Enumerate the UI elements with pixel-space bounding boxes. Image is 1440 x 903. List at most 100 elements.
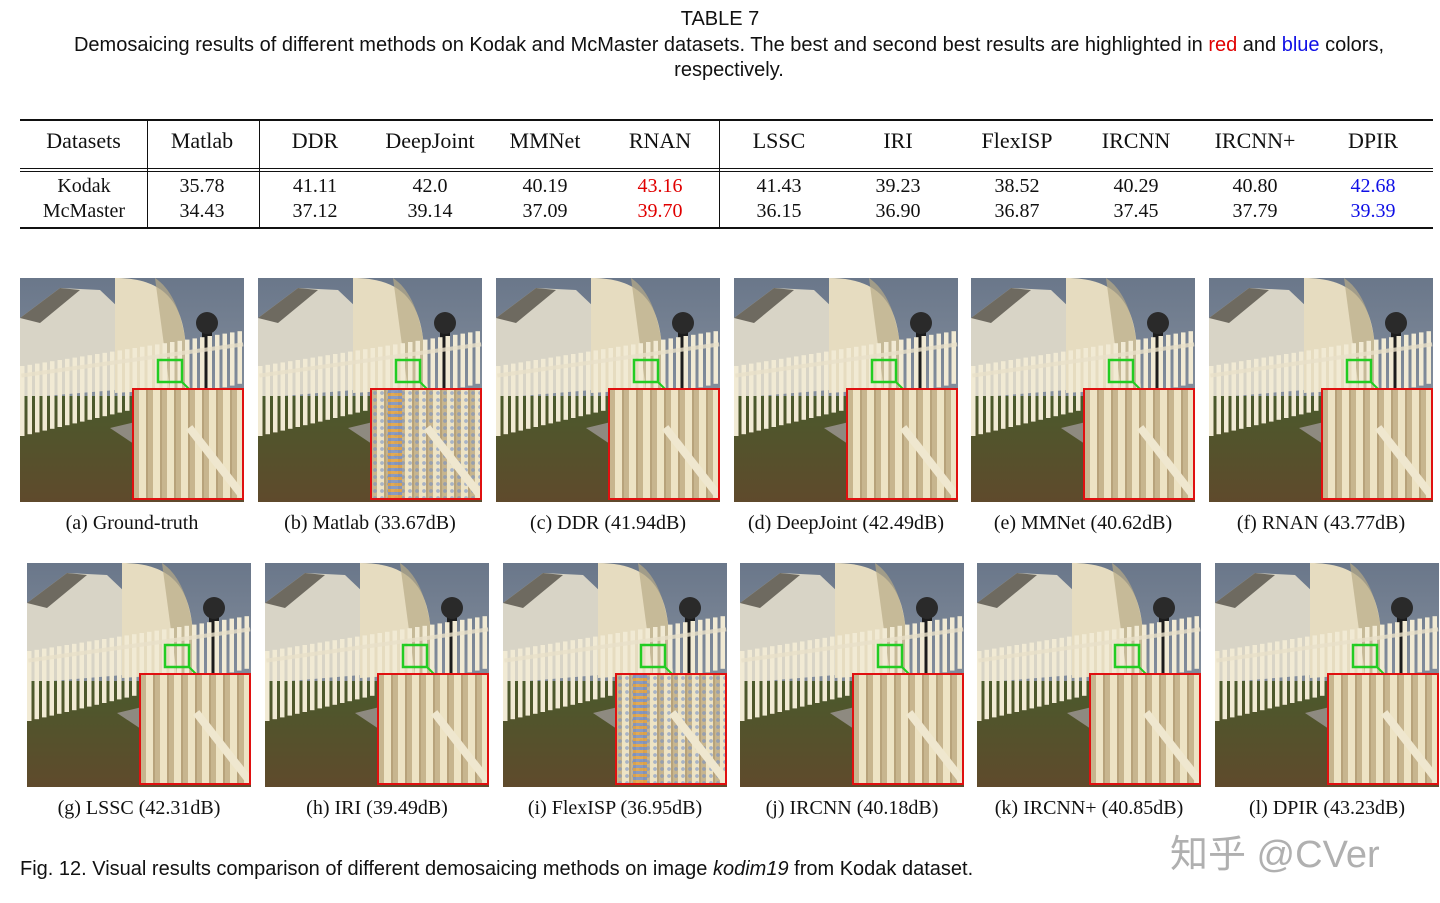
watermark: 知乎 @CVer [1170,834,1380,876]
table-column-rule [147,119,148,228]
zoom-diagonal-rail [669,710,725,783]
table-header-method: IRI [883,128,913,153]
table-header-rule [20,171,1433,172]
figure-caption-text: Fig. 12. Visual results comparison of di… [20,858,713,880]
zoom-diagonal-rail [424,425,480,498]
zoom-diagonal-rail [906,710,962,783]
zoom-inset [370,388,482,500]
zoom-diagonal-rail [193,710,249,783]
table-cell: 35.78 [179,175,225,197]
zoom-inset [615,673,727,785]
zoom-diagonal-rail [662,425,718,498]
panel-label: (c) DDR (41.94dB) [529,512,687,534]
table-cell: 41.11 [292,175,338,197]
table-title: TABLE 7 [680,8,760,30]
table-cell: 37.45 [1113,200,1159,222]
table-header-datasets: Datasets [46,128,121,153]
zoom-inset [846,388,958,500]
table-cell: 42.0 [412,175,448,197]
table-header-method: IRCNN [1101,128,1171,153]
result-image-panel [734,278,958,502]
zoom-inset [608,388,720,500]
table-cell: 37.12 [292,200,338,222]
result-image-panel [258,278,482,502]
zoom-diagonal-rail [900,425,956,498]
result-image-panel [971,278,1195,502]
panel-label: (j) IRCNN (40.18dB) [765,797,939,819]
panel-label: (f) RNAN (43.77dB) [1236,512,1406,534]
zoom-diagonal-rail [1143,710,1199,783]
table-cell: 36.15 [756,200,802,222]
table-bottom-rule [20,227,1433,229]
table-header-method: DDR [291,128,339,153]
table-column-rule [259,119,260,228]
table-cell: 42.68 [1350,175,1396,197]
table-cell: 40.29 [1113,175,1159,197]
table-cell: 39.70 [637,200,683,222]
table-cell: 36.87 [994,200,1040,222]
table-cell: 41.43 [756,175,802,197]
results-table: Datasets Matlab DDR DeepJoint MMNet RNAN LSSC… [20,119,1433,230]
table-column-rule [719,119,720,228]
zoom-diagonal-rail [186,425,242,498]
figure-caption: Fig. 12. Visual results comparison of di… [20,858,973,881]
table-caption: Demosaicing results of different methods… [30,33,1428,83]
zoom-inset [1083,388,1195,500]
zoom-diagonal-rail [1375,425,1431,498]
table-cell: 39.14 [407,200,453,222]
zoom-diagonal-rail [431,710,487,783]
zoom-diagonal-rail [1137,425,1193,498]
table-row-dataset: McMaster [42,200,126,222]
table-cell: 39.23 [875,175,921,197]
table-caption-blue-word: blue [1281,34,1320,56]
table-caption-text: Demosaicing results of different methods… [73,34,1209,56]
table-cell: 40.80 [1232,175,1278,197]
table-top-rule [20,119,1433,121]
panel-label: (h) IRI (39.49dB) [306,797,448,819]
result-image-panel [265,563,489,787]
table-header-rule [20,168,1433,169]
panel-label: (e) MMNet (40.62dB) [993,512,1173,534]
table-caption-text: and [1237,34,1282,56]
table-cell: 39.39 [1350,200,1396,222]
table-cell: 40.19 [522,175,568,197]
table-header-method: DPIR [1347,128,1399,153]
result-image-panel [496,278,720,502]
panel-label: (i) FlexISP (36.95dB) [527,797,703,819]
table-cell: 37.09 [522,200,568,222]
table-caption-text: colors, respectively. [674,34,1385,81]
color-artifact-band [388,390,402,498]
result-image-panel [27,563,251,787]
table-row-dataset: Kodak [57,175,111,197]
result-image-panel [1215,563,1439,787]
result-image-panel [740,563,964,787]
panel-label: (k) IRCNN+ (40.85dB) [994,797,1184,819]
table-cell: 38.52 [994,175,1040,197]
panel-label: (g) LSSC (42.31dB) [57,797,221,819]
table-caption-red-word: red [1208,34,1238,56]
zoom-inset [139,673,251,785]
zoom-inset [377,673,489,785]
table-cell: 34.43 [179,200,225,222]
color-artifact-band [633,675,647,783]
table-cell: 43.16 [637,175,683,197]
zoom-inset [1327,673,1439,785]
panel-label: (l) DPIR (43.23dB) [1248,797,1406,819]
panel-label: (d) DeepJoint (42.49dB) [747,512,945,534]
zoom-inset [132,388,244,500]
table-cell: 36.90 [875,200,921,222]
zoom-inset [1089,673,1201,785]
result-image-panel [1209,278,1433,502]
table-header-method: Matlab [170,128,234,153]
table-header-method: IRCNN+ [1214,128,1296,153]
table-header-method: FlexISP [981,128,1053,153]
result-image-panel [20,278,244,502]
table-header-method: DeepJoint [385,128,475,153]
figure-caption-image-name: kodim19 [712,858,789,880]
table-header-method: RNAN [628,128,692,153]
result-image-panel [503,563,727,787]
result-image-panel [977,563,1201,787]
zoom-diagonal-rail [1381,710,1437,783]
zoom-inset [1321,388,1433,500]
table-header-method: LSSC [752,128,806,153]
